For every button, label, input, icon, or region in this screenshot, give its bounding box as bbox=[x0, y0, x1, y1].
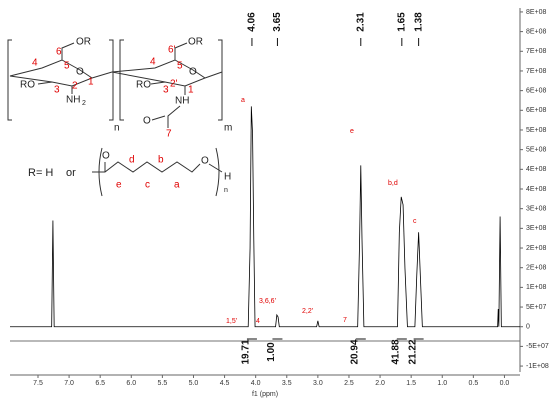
x-tick-label: 3.5 bbox=[282, 380, 292, 387]
spectrum bbox=[10, 106, 520, 328]
peak-label: 1.65 bbox=[396, 12, 407, 32]
y-tick-label: 8E+08 bbox=[526, 9, 547, 16]
label: 3 bbox=[163, 85, 169, 96]
ring bbox=[9, 42, 113, 94]
x-tick-label: 1.0 bbox=[437, 380, 447, 387]
x-tick-label: 3.0 bbox=[313, 380, 323, 387]
label: 2' bbox=[170, 79, 178, 90]
annotation: b,d bbox=[388, 180, 398, 187]
y-tick-label: 6E+08 bbox=[526, 87, 547, 94]
annotation: 4 bbox=[256, 318, 260, 325]
integral-label: 1.00 bbox=[266, 342, 277, 362]
label: 4 bbox=[32, 58, 38, 69]
label: 2 bbox=[72, 81, 78, 92]
label: 1 bbox=[88, 77, 94, 88]
ring bbox=[111, 42, 223, 128]
label: O bbox=[143, 116, 151, 127]
label: n bbox=[224, 187, 228, 194]
x-tick-label: 5.0 bbox=[189, 380, 199, 387]
y-tick-label: 5E+07 bbox=[526, 304, 547, 311]
label: d bbox=[129, 155, 135, 166]
label: H bbox=[224, 172, 231, 183]
y-tick-label: 2E+08 bbox=[526, 245, 547, 252]
label: O bbox=[76, 67, 84, 78]
annotation: c bbox=[413, 218, 417, 225]
label: a bbox=[174, 180, 180, 191]
label: 2 bbox=[82, 100, 86, 107]
x-tick-label: 7.5 bbox=[33, 380, 43, 387]
y-tick-label: 4E+08 bbox=[526, 186, 547, 193]
label: 7 bbox=[166, 129, 172, 140]
y-tick-label: 5E+08 bbox=[526, 146, 547, 153]
annotation: e bbox=[350, 128, 354, 135]
y-tick-label: 5E+08 bbox=[526, 127, 547, 134]
y-tick-label: 3E+08 bbox=[526, 206, 547, 213]
label: 5 bbox=[64, 61, 70, 72]
y-tick-label: 0 bbox=[526, 324, 530, 331]
y-tick-label: 6E+08 bbox=[526, 107, 547, 114]
label: b bbox=[158, 155, 164, 166]
annotation: 1,5' bbox=[226, 318, 237, 325]
label: 5 bbox=[177, 61, 183, 72]
x-tick-label: 6.0 bbox=[126, 380, 136, 387]
label: O bbox=[102, 151, 110, 162]
y-tick-label: -1E+08 bbox=[526, 363, 549, 370]
label: NH bbox=[66, 95, 80, 106]
label: RO bbox=[136, 80, 151, 91]
label: O bbox=[189, 67, 197, 78]
label: e bbox=[116, 180, 122, 191]
x-tick-label: 2.0 bbox=[375, 380, 385, 387]
y-tick-label: 7E+08 bbox=[526, 48, 547, 55]
peak-label: 3.65 bbox=[272, 12, 283, 32]
label: OR bbox=[188, 37, 203, 48]
x-tick-label: 6.5 bbox=[95, 380, 105, 387]
y-tick-label: 2E+08 bbox=[526, 265, 547, 272]
x-tick-label: 7.0 bbox=[64, 380, 74, 387]
label: 1 bbox=[188, 85, 194, 96]
x-tick-label: 4.5 bbox=[220, 380, 230, 387]
peak-label: 4.06 bbox=[247, 12, 258, 32]
structure: 6 OR 4 5 O 1 RO 3 2 NH 2 n 6' OR 4 5 O R… bbox=[7, 37, 232, 197]
y-tick-label: 7E+08 bbox=[526, 68, 547, 75]
peak-label: 2.31 bbox=[355, 12, 366, 32]
annotation: 7 bbox=[343, 317, 347, 324]
label: c bbox=[145, 180, 150, 191]
peak-label: 1.38 bbox=[413, 12, 424, 32]
label: NH bbox=[175, 96, 189, 107]
label: OR bbox=[76, 37, 91, 48]
annotation: 2,2' bbox=[302, 308, 313, 315]
x-tick-label: 4.0 bbox=[251, 380, 261, 387]
x-tick-label: 1.5 bbox=[406, 380, 416, 387]
label: O bbox=[201, 156, 209, 167]
brackets bbox=[7, 39, 223, 121]
y-tick-label: -5E+07 bbox=[526, 343, 549, 350]
label: m bbox=[224, 123, 232, 134]
chain bbox=[92, 147, 223, 197]
integral-label: 21.22 bbox=[407, 339, 418, 364]
label: 3 bbox=[54, 85, 60, 96]
label: R= H bbox=[28, 167, 53, 179]
x-tick-label: 0.5 bbox=[468, 380, 478, 387]
label: 4 bbox=[150, 57, 156, 68]
label: 6' bbox=[168, 45, 176, 56]
label: or bbox=[66, 167, 76, 179]
x-axis-label: f1 (ppm) bbox=[252, 391, 278, 398]
y-tick-label: 3E+08 bbox=[526, 225, 547, 232]
integral-label: 19.71 bbox=[241, 339, 252, 364]
label: n bbox=[114, 123, 120, 134]
x-tick-label: 2.5 bbox=[344, 380, 354, 387]
y-tick-label: 1E+08 bbox=[526, 284, 547, 291]
label: 6 bbox=[56, 47, 62, 58]
x-tick-label: 0.0 bbox=[500, 380, 510, 387]
x-tick-label: 5.5 bbox=[158, 380, 168, 387]
label: RO bbox=[20, 80, 35, 91]
integral-label: 20.94 bbox=[349, 339, 360, 364]
annotation: 3,6,6' bbox=[259, 298, 276, 305]
annotation: a bbox=[241, 97, 245, 104]
y-tick-label: 8E+08 bbox=[526, 28, 547, 35]
integral-label: 41.88 bbox=[390, 339, 401, 364]
y-tick-label: 4E+08 bbox=[526, 166, 547, 173]
